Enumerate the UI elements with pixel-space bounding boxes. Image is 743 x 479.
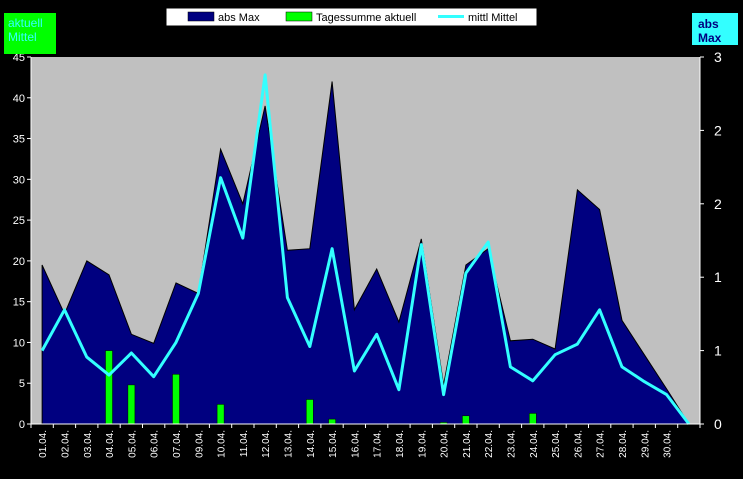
x-tick-label: 29.04. — [640, 430, 651, 458]
x-tick-label: 23.04. — [506, 430, 517, 458]
badge-right-line2: Max — [698, 31, 722, 45]
x-tick-label: 02.04. — [60, 430, 71, 458]
legend: abs Max Tagessumme aktuell mittl Mittel — [165, 7, 538, 27]
x-tick-label: 03.04. — [83, 430, 94, 458]
right-tick-label: 1 — [714, 343, 722, 359]
badge-left-line1: aktuell — [8, 16, 43, 30]
x-tick-label: 10.04. — [217, 430, 228, 458]
badge-left-box — [4, 13, 56, 54]
left-tick-label: 5 — [19, 378, 25, 390]
bar-tagessumme-12 — [306, 399, 314, 425]
legend-label-abs-max: abs Max — [218, 12, 260, 24]
x-tick-label: 28.04. — [618, 430, 629, 458]
x-tick-label: 01.04. — [38, 430, 49, 458]
bar-tagessumme-4 — [127, 384, 136, 425]
x-tick-label: 06.04. — [150, 430, 161, 458]
badge-left-line2: Mittel — [8, 30, 37, 44]
x-tick-label: 05.04. — [127, 430, 138, 458]
right-tick-label: 2 — [714, 122, 722, 138]
badge-left: aktuell Mittel — [4, 13, 56, 54]
right-tick-label: 1 — [714, 269, 722, 285]
bar-tagessumme-6 — [172, 374, 180, 425]
x-tick-label: 07.04. — [172, 430, 183, 458]
legend-label-tagessumme: Tagessumme aktuell — [316, 12, 416, 24]
badge-right: abs Max — [692, 13, 738, 45]
x-tick-label: 16.04. — [350, 430, 361, 458]
x-tick-label: 30.04. — [663, 430, 674, 458]
x-tick-label: 04.04. — [105, 430, 116, 458]
x-tick-label: 12.04. — [261, 430, 272, 458]
left-tick-label: 15 — [13, 297, 25, 309]
x-tick-label: 15.04. — [328, 430, 339, 458]
badge-right-box — [692, 13, 738, 45]
x-tick-label: 11.04. — [239, 430, 250, 457]
x-tick-label: 18.04. — [395, 430, 406, 458]
left-tick-label: 35 — [13, 134, 25, 146]
left-tick-label: 25 — [13, 215, 25, 227]
legend-swatch-tagessumme — [285, 11, 313, 22]
left-tick-label: 20 — [13, 256, 25, 268]
bar-tagessumme-22 — [529, 413, 537, 425]
x-tick-label: 21.04. — [462, 430, 473, 458]
badge-right-line1: abs — [698, 17, 719, 31]
right-tick-label: 3 — [714, 49, 722, 65]
x-tick-label: 27.04. — [596, 430, 607, 458]
left-tick-label: 10 — [13, 337, 25, 349]
x-tick-label: 14.04. — [306, 430, 317, 458]
x-tick-label: 25.04. — [551, 430, 562, 458]
bar-tagessumme-13 — [328, 418, 336, 425]
x-tick-label: 19.04. — [417, 430, 428, 458]
right-tick-label: 0 — [714, 416, 722, 432]
x-tick-label: 17.04. — [373, 430, 384, 458]
bar-tagessumme-19 — [462, 415, 470, 425]
bar-tagessumme-3 — [105, 350, 113, 425]
legend-label-mittl-mittel: mittl Mittel — [468, 12, 518, 24]
left-tick-label: 0 — [19, 419, 25, 431]
legend-box — [165, 7, 538, 27]
x-tick-label: 24.04. — [529, 430, 540, 458]
left-tick-label: 45 — [13, 52, 25, 64]
right-tick-label: 2 — [714, 196, 722, 212]
x-tick-label: 20.04. — [440, 430, 451, 458]
x-tick-label: 22.04. — [484, 430, 495, 458]
left-tick-label: 40 — [13, 93, 25, 105]
x-tick-label: 13.04. — [283, 430, 294, 458]
bar-tagessumme-8 — [216, 404, 225, 425]
x-tick-label: 26.04. — [573, 430, 584, 458]
legend-swatch-abs-max — [187, 11, 215, 22]
x-tick-label: 09.04. — [194, 430, 205, 458]
area-series-abs-max — [41, 81, 690, 425]
left-tick-label: 30 — [13, 174, 25, 186]
line-series-mittl-mittel — [40, 73, 691, 425]
